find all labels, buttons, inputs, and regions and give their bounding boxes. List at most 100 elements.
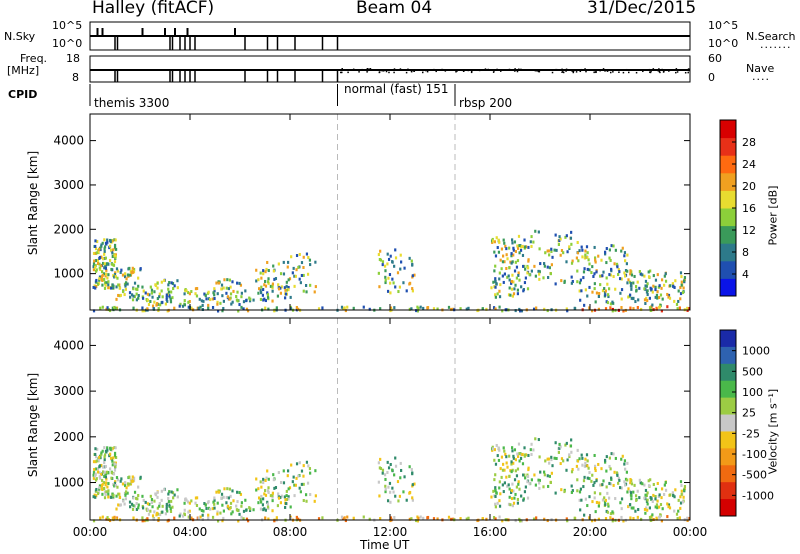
data-cell	[105, 307, 108, 311]
data-cell	[112, 472, 116, 476]
data-cell	[524, 267, 527, 271]
data-cell	[393, 515, 396, 519]
data-cell	[298, 252, 301, 256]
data-cell	[203, 292, 206, 296]
data-cell	[629, 272, 632, 276]
data-cell	[131, 298, 135, 302]
nave-dot	[663, 70, 665, 73]
data-cell	[229, 292, 233, 296]
data-cell	[158, 502, 161, 506]
data-cell	[125, 281, 128, 285]
data-cell	[381, 471, 384, 475]
data-cell	[235, 295, 238, 299]
data-cell	[275, 516, 278, 520]
data-cell	[498, 480, 501, 484]
data-cell	[95, 251, 98, 255]
data-cell	[221, 294, 224, 298]
data-cell	[378, 285, 381, 289]
data-cell	[538, 481, 541, 485]
data-cell	[219, 301, 222, 305]
data-cell	[590, 479, 593, 483]
power-colorbar-swatch	[720, 243, 736, 262]
data-cell	[226, 278, 229, 282]
data-cell	[132, 516, 135, 520]
data-cell	[104, 266, 108, 270]
data-cell	[547, 457, 550, 461]
data-cell	[568, 245, 571, 249]
data-cell	[317, 307, 321, 311]
data-cell	[575, 256, 579, 260]
nave-dot	[409, 69, 412, 71]
data-cell	[511, 482, 514, 486]
data-cell	[590, 271, 593, 275]
data-cell	[386, 252, 389, 256]
data-cell	[272, 478, 275, 482]
data-cell	[173, 516, 176, 520]
nave-dot	[597, 69, 599, 71]
data-cell	[242, 509, 246, 513]
data-cell	[419, 305, 422, 309]
data-cell	[630, 296, 633, 300]
data-cell	[114, 480, 117, 484]
data-cell	[611, 519, 614, 523]
data-cell	[146, 307, 149, 311]
data-cell	[629, 269, 632, 273]
nave-dot	[658, 70, 661, 73]
data-cell	[591, 290, 594, 294]
data-cell	[304, 283, 308, 287]
data-cell	[533, 264, 536, 268]
data-cell	[586, 267, 589, 271]
data-cell	[98, 487, 101, 491]
data-cell	[532, 517, 536, 521]
data-cell	[159, 303, 162, 307]
data-cell	[255, 488, 258, 492]
data-cell	[513, 287, 516, 291]
data-cell	[501, 309, 504, 313]
data-cell	[151, 505, 154, 509]
data-cell	[664, 481, 667, 485]
data-cell	[277, 492, 280, 496]
data-cell	[644, 279, 648, 283]
data-cell	[499, 283, 502, 287]
data-cell	[543, 517, 546, 521]
velocity-colorbar-tick-label: 1000	[742, 345, 770, 358]
data-cell	[236, 490, 239, 494]
data-cell	[624, 274, 627, 278]
data-cell	[103, 286, 107, 290]
x-tick-label: 20:00	[573, 525, 608, 539]
data-cell	[400, 468, 403, 472]
data-cell	[565, 260, 568, 264]
data-cell	[512, 456, 515, 460]
data-cell	[514, 260, 517, 264]
data-cell	[510, 489, 513, 493]
data-cell	[578, 289, 581, 293]
xaxis-label: Time UT	[360, 538, 410, 552]
data-cell	[286, 469, 290, 473]
data-cell	[161, 295, 164, 299]
data-cell	[161, 504, 164, 508]
data-cell	[527, 468, 530, 472]
data-cell	[185, 498, 188, 502]
data-cell	[614, 497, 617, 501]
data-cell	[282, 469, 285, 473]
data-cell	[100, 275, 104, 279]
data-cell	[128, 266, 131, 270]
data-cell	[611, 300, 614, 304]
nave-dot	[607, 69, 610, 72]
data-cell	[109, 240, 112, 244]
data-cell	[149, 299, 152, 303]
nave-dot	[441, 68, 444, 71]
data-cell	[98, 471, 101, 475]
data-cell	[100, 463, 103, 467]
velocity-colorbar-swatch	[720, 330, 736, 348]
data-cell	[231, 510, 234, 514]
data-cell	[198, 297, 201, 301]
data-cell	[547, 275, 550, 279]
data-cell	[287, 285, 290, 289]
data-cell	[605, 247, 608, 251]
velocity-colorbar-swatch	[720, 346, 736, 365]
data-cell	[279, 291, 283, 295]
data-cell	[264, 284, 268, 288]
data-cell	[104, 492, 107, 496]
data-cell	[566, 519, 569, 523]
